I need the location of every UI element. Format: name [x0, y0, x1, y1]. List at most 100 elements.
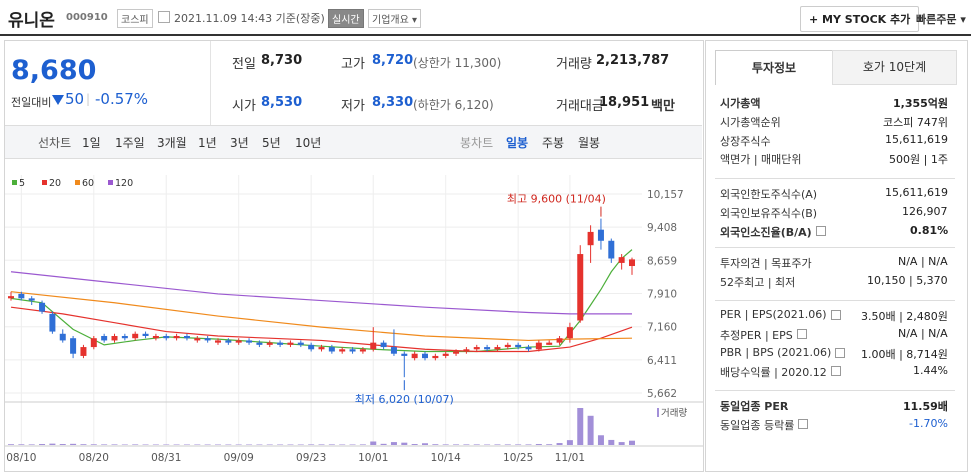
- moving-average-line: [11, 292, 632, 341]
- tab[interactable]: 1년: [198, 134, 217, 151]
- x-tick-label: 11/01: [555, 452, 585, 464]
- tab[interactable]: 3개월: [157, 134, 187, 151]
- y-tick-label: 7,910: [647, 288, 677, 300]
- volume-bar: [80, 444, 86, 445]
- candle-body: [308, 345, 314, 349]
- info-value: 0.81%: [910, 224, 948, 237]
- volume-bar: [443, 444, 449, 445]
- candle-body: [39, 303, 45, 312]
- tab[interactable]: 일봉: [506, 134, 528, 151]
- info-value: 코스피 747위: [883, 114, 948, 130]
- tab[interactable]: 주봉: [542, 134, 564, 151]
- x-tick-label: 09/23: [296, 452, 326, 464]
- volume-bar: [432, 444, 438, 445]
- info-divider: [715, 247, 955, 248]
- candle-body: [391, 347, 397, 354]
- volume-bar: [619, 442, 625, 445]
- candle-body: [567, 327, 573, 338]
- candle-body: [153, 336, 159, 338]
- summary-value: 8,330: [372, 95, 413, 110]
- volume-bar: [588, 416, 594, 445]
- candle-body: [329, 347, 335, 351]
- candle-body: [381, 343, 387, 347]
- volume-bar: [546, 444, 552, 445]
- info-label: 외국인소진율(B/A): [720, 224, 812, 240]
- candle-body: [49, 314, 55, 332]
- candle-body: [557, 338, 563, 342]
- volume-bar: [49, 444, 55, 445]
- candle-body: [236, 340, 242, 342]
- x-tick-label: 08/31: [151, 452, 181, 464]
- candle-body: [432, 356, 438, 358]
- info-label: 배당수익률 | 2020.12: [720, 364, 827, 380]
- candle-body: [619, 257, 625, 263]
- volume-label: 거래량: [661, 407, 687, 419]
- info-value: 126,907: [902, 205, 948, 218]
- summary-label: 거래량: [556, 53, 592, 72]
- info-value: 11.59배: [903, 398, 948, 414]
- candle-body: [546, 343, 552, 345]
- candle-body: [70, 338, 76, 354]
- info-divider: [715, 390, 955, 391]
- tab[interactable]: 5년: [262, 134, 281, 151]
- info-value: 15,611,619: [885, 133, 948, 146]
- candle-body: [29, 298, 35, 300]
- candle-body: [112, 336, 118, 340]
- info-label: 상장주식수: [720, 133, 771, 149]
- volume-bar: [319, 444, 325, 445]
- volume-bar: [370, 441, 376, 445]
- tab[interactable]: 3년: [230, 134, 249, 151]
- candle-body: [515, 345, 521, 347]
- candle-body: [370, 343, 376, 350]
- volume-bar: [39, 444, 45, 445]
- tab[interactable]: 10년: [295, 134, 321, 151]
- y-tick-label: 5,662: [647, 388, 677, 400]
- volume-bar: [505, 444, 511, 445]
- candle-body: [267, 343, 273, 345]
- candle-body: [246, 340, 252, 342]
- candle-body: [339, 349, 345, 351]
- volume-bar: [329, 444, 335, 445]
- info-label: 외국인한도주식수(A): [720, 186, 817, 202]
- legend-label: 60: [82, 178, 94, 189]
- tab[interactable]: 1주일: [115, 134, 145, 151]
- x-tick-label: 10/25: [503, 452, 533, 464]
- summary-label: 시가: [232, 95, 256, 114]
- candle-body: [401, 354, 407, 356]
- info-label: 시가총액순위: [720, 114, 781, 130]
- candle-body: [18, 294, 24, 298]
- volume-bar: [494, 444, 500, 445]
- candle-body: [8, 296, 14, 298]
- candle-body: [60, 334, 66, 341]
- tab[interactable]: 월봉: [578, 134, 600, 151]
- info-divider: [715, 178, 955, 179]
- volume-bar: [8, 444, 14, 445]
- moving-average-line: [11, 272, 632, 314]
- legend-swatch: [657, 408, 659, 417]
- volume-bar: [453, 444, 459, 445]
- info-value: 15,611,619: [885, 186, 948, 199]
- candle-body: [132, 334, 138, 338]
- summary-label: 전일: [232, 53, 256, 72]
- candle-body: [443, 354, 449, 356]
- info-value: 1.44%: [913, 364, 948, 377]
- my-stock-button[interactable]: + MY STOCK 추가: [800, 6, 919, 32]
- info-tab[interactable]: 투자정보: [715, 50, 833, 85]
- info-label: 동일업종 등락률: [720, 417, 794, 433]
- summary-value: 8,530: [261, 95, 302, 110]
- summary-unit: 백만: [651, 95, 675, 114]
- candle-body: [298, 343, 304, 345]
- candle-body: [163, 336, 169, 338]
- info-tab[interactable]: 호가 10단계: [832, 50, 957, 85]
- x-tick-label: 08/10: [6, 452, 36, 464]
- info-label: 시가총액: [720, 95, 760, 111]
- candle-body: [629, 259, 635, 266]
- quick-order[interactable]: 빠른주문 ▾: [916, 11, 966, 27]
- info-value: 500원 | 1주: [889, 151, 948, 167]
- summary-note: (상한가 11,300): [413, 54, 501, 71]
- legend-swatch: [42, 180, 47, 185]
- candle-body: [256, 343, 262, 345]
- candle-body: [91, 338, 97, 347]
- tab[interactable]: 1일: [82, 134, 101, 151]
- info-label: PER | EPS(2021.06): [720, 308, 827, 321]
